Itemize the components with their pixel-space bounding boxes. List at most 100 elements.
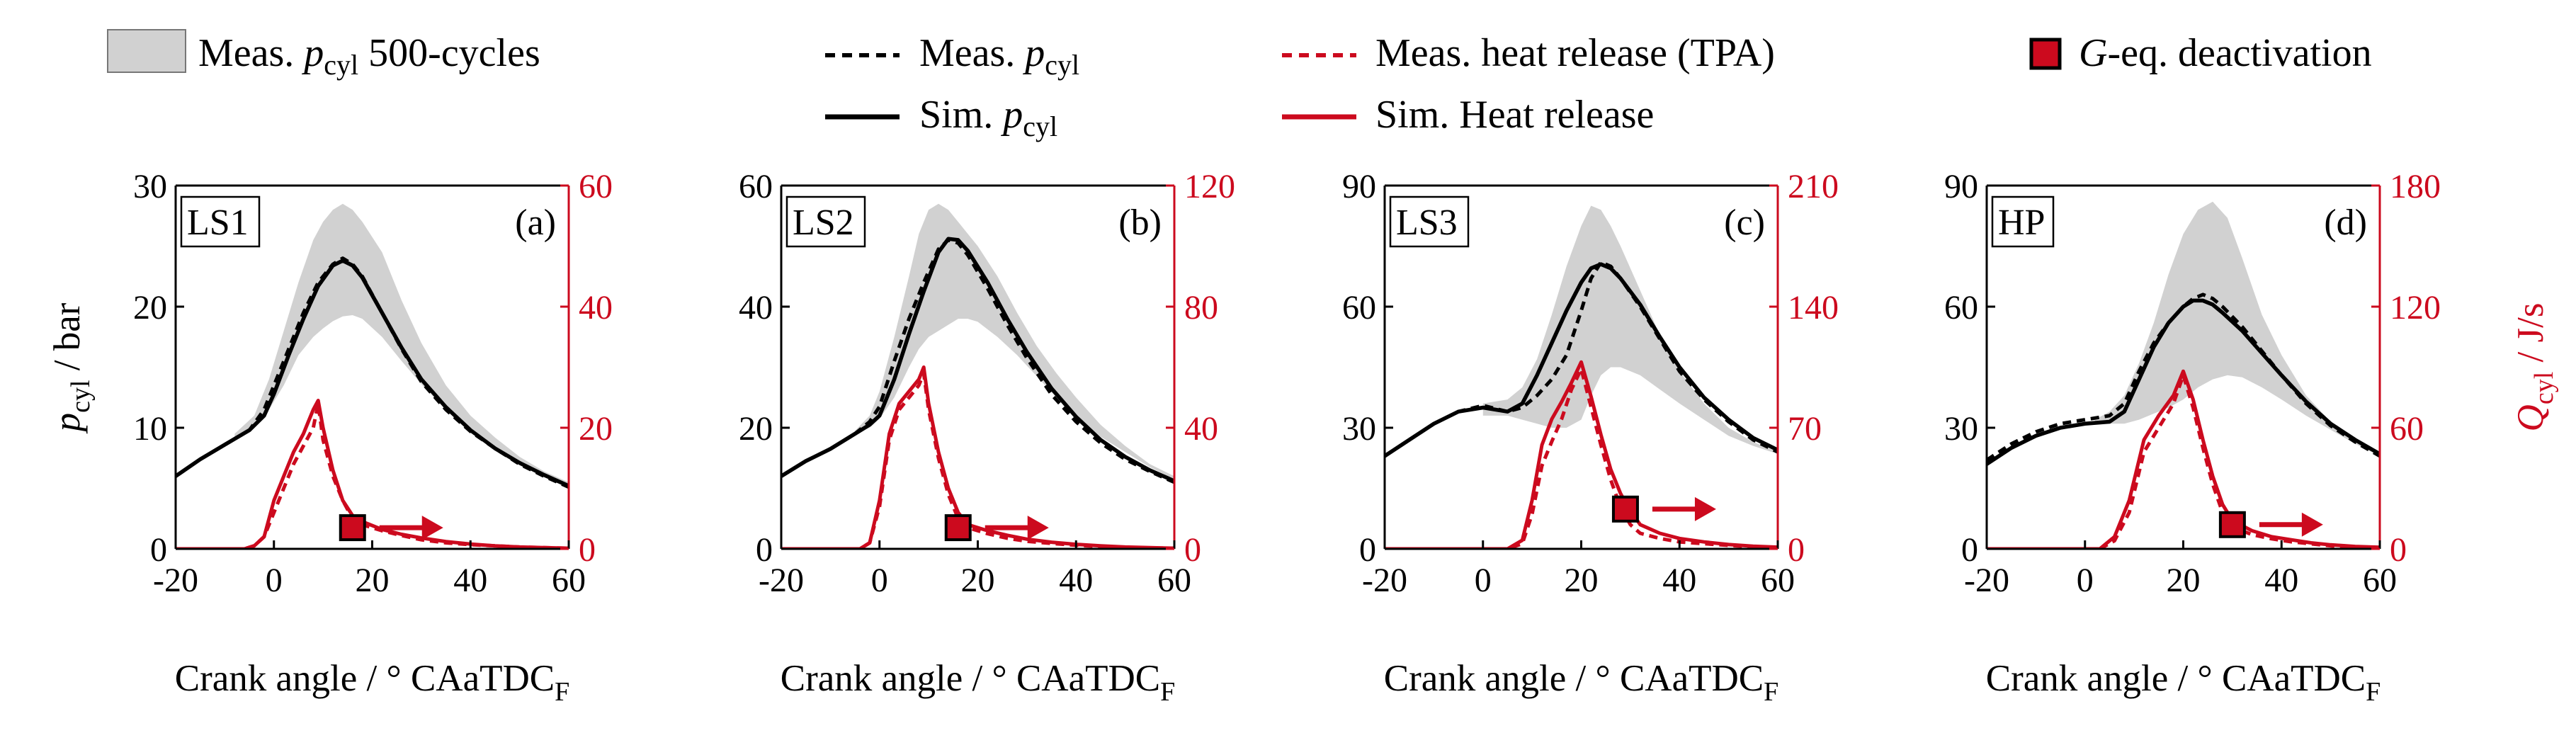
hr-meas-line <box>1987 373 2380 549</box>
legend-band-label: Meas. pcyl 500-cycles <box>198 31 540 81</box>
y-right-tick-label: 40 <box>1184 410 1218 448</box>
y-right-tick-label: 60 <box>2390 410 2424 448</box>
y-right-axis-label: Qcyl / J/s <box>2510 303 2559 432</box>
y-left-tick-label: 90 <box>1944 168 1978 205</box>
y-right-tick-label: 0 <box>1788 531 1805 569</box>
x-tick-label: -20 <box>153 562 198 599</box>
legend-item-band: Meas. pcyl 500-cycles <box>107 29 540 81</box>
y-left-tick-label: 60 <box>1342 289 1376 326</box>
case-label: LS2 <box>793 203 854 243</box>
x-tick-label: 0 <box>2077 562 2094 599</box>
x-tick-label: 0 <box>871 562 888 599</box>
panel-tag: (d) <box>2324 203 2367 243</box>
p-meas-line <box>1385 260 1778 458</box>
deactivation-marker <box>944 514 972 542</box>
case-label: LS3 <box>1396 203 1458 243</box>
y-right-tick-label: 140 <box>1788 289 1839 326</box>
x-tick-label: -20 <box>1362 562 1407 599</box>
p-meas-line <box>176 256 569 489</box>
x-tick-label: 0 <box>1475 562 1492 599</box>
hr-meas-line <box>1385 367 1778 549</box>
case-label-box <box>1389 195 1470 248</box>
case-label-box <box>180 195 261 248</box>
y-left-tick-label: 10 <box>133 410 167 448</box>
x-tick-label: 40 <box>2264 562 2298 599</box>
case-label-box <box>785 195 866 248</box>
y-right-tick-label: 70 <box>1788 410 1822 448</box>
hr-sim-line <box>176 399 569 549</box>
x-tick-label: 20 <box>1565 562 1599 599</box>
deactivation-marker <box>2218 511 2246 538</box>
hr-meas-line <box>176 402 569 549</box>
legend-item-sim-hr: Sim. Heat release <box>1282 93 1654 137</box>
y-right-tick-label: 0 <box>2390 531 2407 569</box>
legend-sim-p-label: Sim. pcyl <box>919 93 1057 142</box>
y-right-tick-label: 20 <box>579 410 613 448</box>
legend-band-swatch <box>107 29 186 73</box>
y-right-tick-label: 80 <box>1184 289 1218 326</box>
deactivation-arrow-head <box>2301 512 2323 537</box>
x-tick-label: -20 <box>1964 562 2009 599</box>
y-right-tick-label: 120 <box>1184 168 1235 205</box>
y-left-tick-label: 90 <box>1342 168 1376 205</box>
y-left-tick-label: 0 <box>756 531 773 569</box>
legend-item-marker: G-eq. deactivation <box>2029 31 2372 75</box>
y-right-tick-label: 210 <box>1788 168 1839 205</box>
x-axis-label: Crank angle / ° CAaTDCF <box>1384 658 1779 707</box>
legend-meas-p-label: Meas. pcyl <box>919 31 1079 81</box>
x-tick-label: 20 <box>356 562 390 599</box>
x-tick-label: 0 <box>266 562 283 599</box>
x-axis-label: Crank angle / ° CAaTDCF <box>175 658 570 707</box>
x-tick-label: 60 <box>1761 562 1795 599</box>
p-meas-line <box>1987 292 2380 462</box>
x-axis-label: Crank angle / ° CAaTDCF <box>1986 658 2381 707</box>
case-label-box <box>1991 195 2055 248</box>
y-left-tick-label: 30 <box>1944 410 1978 448</box>
y-left-tick-label: 20 <box>739 410 773 448</box>
y-right-tick-label: 180 <box>2390 168 2441 205</box>
legend-meas-hr-label: Meas. heat release (TPA) <box>1375 31 1775 75</box>
x-tick-label: 60 <box>1157 562 1191 599</box>
x-tick-label: 60 <box>2363 562 2397 599</box>
deactivation-marker <box>339 514 366 542</box>
legend: Meas. pcyl 500-cycles Meas. pcyl Sim. pc… <box>107 29 2372 142</box>
case-label: LS1 <box>187 203 249 243</box>
panel-tag: (a) <box>515 203 556 243</box>
x-tick-label: 40 <box>1059 562 1093 599</box>
y-right-tick-label: 0 <box>579 531 596 569</box>
deactivation-arrow-head <box>421 516 443 540</box>
y-right-tick-label: 120 <box>2390 289 2441 326</box>
legend-sim-hr-label: Sim. Heat release <box>1375 93 1654 137</box>
y-left-tick-label: 0 <box>150 531 167 569</box>
x-tick-label: 40 <box>1662 562 1696 599</box>
pressure-band <box>855 203 1174 479</box>
p-sim-line <box>781 237 1174 483</box>
x-axis-label: Crank angle / ° CAaTDCF <box>781 658 1176 707</box>
p-meas-line <box>781 238 1174 484</box>
y-left-tick-label: 20 <box>133 289 167 326</box>
y-right-tick-label: 40 <box>579 289 613 326</box>
y-left-tick-label: 60 <box>739 168 773 205</box>
legend-marker-swatch <box>2029 38 2062 70</box>
hr-sim-line <box>1385 360 1778 549</box>
case-label: HP <box>1998 203 2045 243</box>
y-left-tick-label: 40 <box>739 289 773 326</box>
y-left-tick-label: 30 <box>133 168 167 205</box>
deactivation-marker <box>1611 495 1639 523</box>
x-tick-label: 40 <box>453 562 487 599</box>
hr-meas-line <box>781 371 1174 549</box>
pressure-band <box>1482 205 1778 454</box>
legend-marker-label: G-eq. deactivation <box>2079 31 2372 75</box>
panel-tag: (b) <box>1118 203 1162 243</box>
x-tick-label: -20 <box>759 562 804 599</box>
y-right-tick-label: 0 <box>1184 531 1201 569</box>
x-tick-label: 60 <box>552 562 586 599</box>
x-tick-label: 20 <box>2167 562 2201 599</box>
panel-tag: (c) <box>1724 203 1765 243</box>
y-left-tick-label: 60 <box>1944 289 1978 326</box>
legend-item-sim-p: Sim. pcyl <box>825 93 1057 142</box>
